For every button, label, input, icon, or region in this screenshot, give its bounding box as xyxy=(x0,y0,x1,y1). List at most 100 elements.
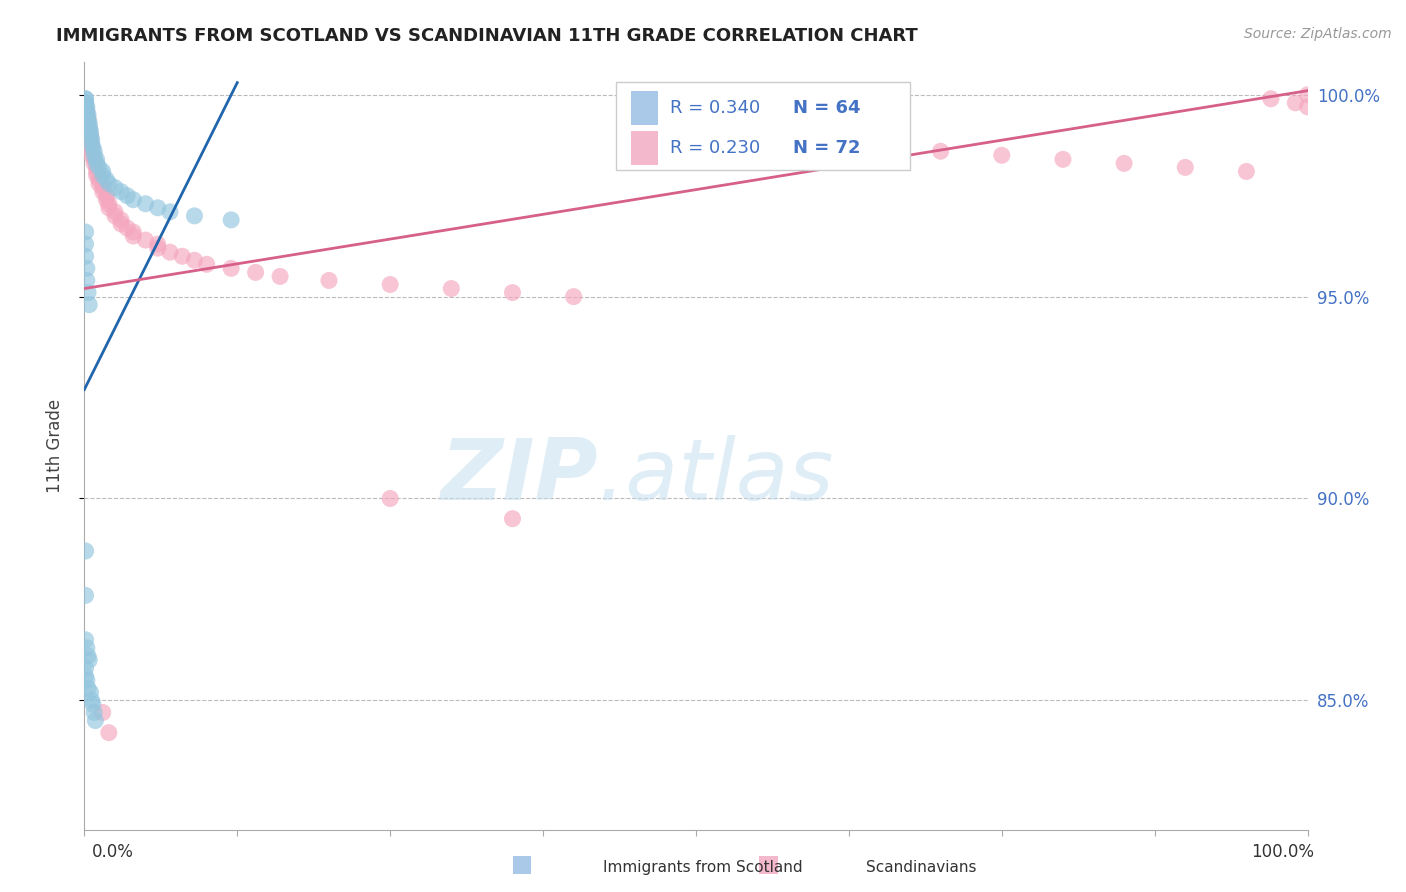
Point xyxy=(96,172,118,186)
Point xyxy=(86,164,108,178)
Point xyxy=(76,112,98,126)
Point xyxy=(747,132,769,146)
Point xyxy=(77,648,100,663)
Point xyxy=(146,237,169,252)
Point xyxy=(75,100,97,114)
Point xyxy=(1052,153,1074,167)
Point xyxy=(380,277,402,292)
Point xyxy=(79,124,101,138)
Point xyxy=(76,103,98,118)
Point xyxy=(77,120,100,134)
Point xyxy=(76,112,98,126)
Text: 0.0%: 0.0% xyxy=(91,843,134,861)
Point xyxy=(86,161,108,175)
Point xyxy=(115,221,138,235)
Point xyxy=(75,103,97,118)
Point xyxy=(75,225,97,239)
Text: 100.0%: 100.0% xyxy=(1251,843,1315,861)
Point xyxy=(104,180,127,194)
Point xyxy=(269,269,291,284)
Point xyxy=(991,148,1014,162)
Text: R = 0.340: R = 0.340 xyxy=(671,99,761,117)
Point xyxy=(75,100,97,114)
Point xyxy=(1296,87,1319,102)
Point xyxy=(75,237,97,252)
Point xyxy=(685,128,707,142)
Point xyxy=(97,201,120,215)
Point xyxy=(75,95,97,110)
Point xyxy=(97,177,120,191)
Point xyxy=(77,681,100,696)
Text: ZIP: ZIP xyxy=(440,435,598,518)
Point xyxy=(96,193,118,207)
Point xyxy=(807,136,830,151)
Point xyxy=(77,124,100,138)
Point xyxy=(80,140,103,154)
Point xyxy=(502,511,524,525)
Point xyxy=(76,273,98,287)
Point xyxy=(75,249,97,263)
Point xyxy=(1296,100,1319,114)
Point xyxy=(79,128,101,142)
Point xyxy=(1114,156,1136,170)
Point xyxy=(104,204,127,219)
Point xyxy=(91,169,114,183)
Point xyxy=(83,148,105,162)
Point xyxy=(80,145,103,159)
Point xyxy=(122,229,145,244)
Point xyxy=(502,285,524,300)
Point xyxy=(76,116,98,130)
Point xyxy=(77,298,100,312)
Point xyxy=(146,241,169,255)
Point xyxy=(75,108,97,122)
Text: .atlas: .atlas xyxy=(598,435,834,518)
Point xyxy=(91,180,114,194)
Point xyxy=(76,640,98,655)
Point xyxy=(77,108,100,122)
Point xyxy=(83,145,105,159)
Point xyxy=(440,281,463,295)
Point xyxy=(75,92,97,106)
Point xyxy=(135,196,157,211)
Point xyxy=(77,120,100,134)
Text: Source: ZipAtlas.com: Source: ZipAtlas.com xyxy=(1244,27,1392,41)
Point xyxy=(110,185,132,199)
Point xyxy=(75,103,97,118)
Point xyxy=(83,153,105,167)
Bar xyxy=(759,856,778,874)
Point xyxy=(77,116,100,130)
Point xyxy=(183,253,205,268)
Point xyxy=(1174,161,1197,175)
Point xyxy=(76,116,98,130)
Point xyxy=(159,245,181,260)
Point xyxy=(83,156,105,170)
Point xyxy=(75,669,97,683)
Text: IMMIGRANTS FROM SCOTLAND VS SCANDINAVIAN 11TH GRADE CORRELATION CHART: IMMIGRANTS FROM SCOTLAND VS SCANDINAVIAN… xyxy=(56,27,918,45)
Point xyxy=(75,112,97,126)
Point xyxy=(83,706,105,720)
Point xyxy=(86,156,108,170)
Point xyxy=(77,112,100,126)
Point xyxy=(172,249,194,263)
Point xyxy=(1260,92,1282,106)
Bar xyxy=(631,91,658,126)
Point xyxy=(86,153,108,167)
Point xyxy=(75,95,97,110)
Point xyxy=(929,145,952,159)
Point xyxy=(80,148,103,162)
Point xyxy=(84,714,107,728)
Point xyxy=(159,204,181,219)
Point xyxy=(77,653,100,667)
Point xyxy=(77,116,100,130)
Point xyxy=(75,632,97,647)
Point xyxy=(87,161,110,175)
Point xyxy=(82,698,104,712)
Point xyxy=(219,261,242,276)
Point xyxy=(76,261,98,276)
Point xyxy=(76,120,98,134)
Point xyxy=(75,588,97,602)
Point xyxy=(75,95,97,110)
Point xyxy=(562,290,585,304)
Y-axis label: 11th Grade: 11th Grade xyxy=(45,399,63,493)
Point xyxy=(76,108,98,122)
